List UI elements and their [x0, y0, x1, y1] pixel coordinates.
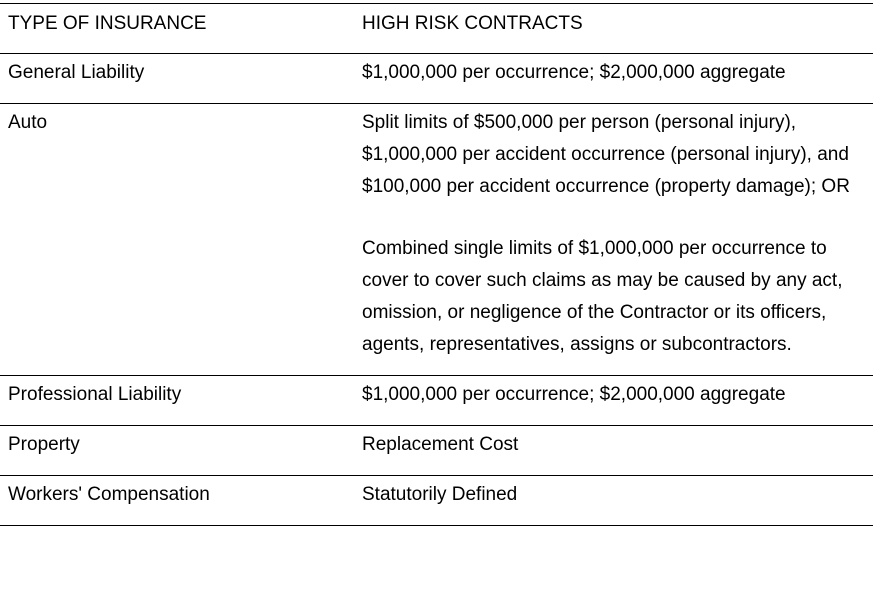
header-type-of-insurance: TYPE OF INSURANCE	[0, 3, 354, 54]
insurance-requirements-table: TYPE OF INSURANCE HIGH RISK CONTRACTS Ge…	[0, 3, 873, 526]
requirement-cell: $1,000,000 per occurrence; $2,000,000 ag…	[354, 53, 873, 104]
insurance-type-cell: Property	[0, 425, 354, 476]
insurance-type-cell: General Liability	[0, 53, 354, 104]
table-header-row: TYPE OF INSURANCE HIGH RISK CONTRACTS	[0, 3, 873, 54]
requirement-cell: Statutorily Defined	[354, 475, 873, 526]
insurance-type-cell: Professional Liability	[0, 375, 354, 426]
insurance-type-cell: Auto	[0, 103, 354, 376]
table-row: Auto Split limits of $500,000 per person…	[0, 103, 873, 376]
split-limits-text: Split limits of $500,000 per person (per…	[362, 112, 850, 197]
insurance-type-cell: Workers' Compensation	[0, 475, 354, 526]
table-row: Professional Liability $1,000,000 per oc…	[0, 375, 873, 426]
table-row: Property Replacement Cost	[0, 425, 873, 476]
combined-limits-text: Combined single limits of $1,000,000 per…	[362, 238, 843, 355]
paragraph-gap	[362, 203, 873, 233]
requirement-cell: $1,000,000 per occurrence; $2,000,000 ag…	[354, 375, 873, 426]
requirement-cell: Split limits of $500,000 per person (per…	[354, 103, 873, 376]
table-row: General Liability $1,000,000 per occurre…	[0, 53, 873, 104]
requirement-cell: Replacement Cost	[354, 425, 873, 476]
table-row: Workers' Compensation Statutorily Define…	[0, 475, 873, 526]
header-high-risk-contracts: HIGH RISK CONTRACTS	[354, 3, 873, 54]
